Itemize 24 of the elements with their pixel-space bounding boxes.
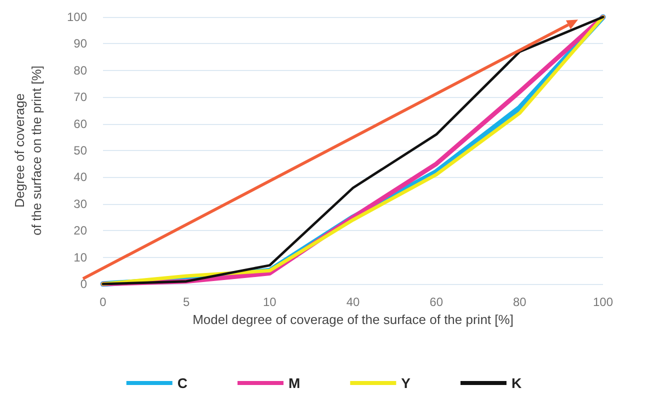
y-tick-label: 50 bbox=[74, 144, 88, 158]
legend-label: Y bbox=[401, 375, 412, 391]
y-tick-label: 20 bbox=[74, 224, 88, 238]
y-tick-label: 100 bbox=[66, 10, 88, 24]
y-axis-title: Degree of coverage of the surface on the print [%] bbox=[12, 66, 44, 236]
x-axis-title: Model degree of coverage of the surface of the print [%] bbox=[192, 312, 514, 327]
legend-label: M bbox=[288, 375, 300, 391]
x-tick-label: 100 bbox=[592, 295, 614, 309]
x-tick-label: 10 bbox=[262, 295, 277, 309]
x-tick-label: 60 bbox=[430, 295, 444, 309]
x-tick-label: 0 bbox=[100, 295, 107, 309]
y-tick-label: 0 bbox=[80, 277, 88, 291]
y-tick-label: 60 bbox=[74, 116, 88, 131]
y-tick-label: 90 bbox=[74, 36, 88, 51]
legend-label: K bbox=[512, 375, 522, 391]
x-tick-label: 5 bbox=[182, 295, 190, 309]
x-tick-label: 80 bbox=[512, 295, 527, 309]
y-tick-label: 80 bbox=[74, 63, 88, 78]
y-tick-label: 30 bbox=[74, 196, 88, 211]
y-tick-label: 40 bbox=[74, 170, 88, 184]
legend-label: C bbox=[177, 375, 188, 391]
x-tick-label: 40 bbox=[346, 295, 360, 309]
y-tick-label: 70 bbox=[74, 90, 88, 104]
y-tick-label: 10 bbox=[74, 250, 88, 264]
